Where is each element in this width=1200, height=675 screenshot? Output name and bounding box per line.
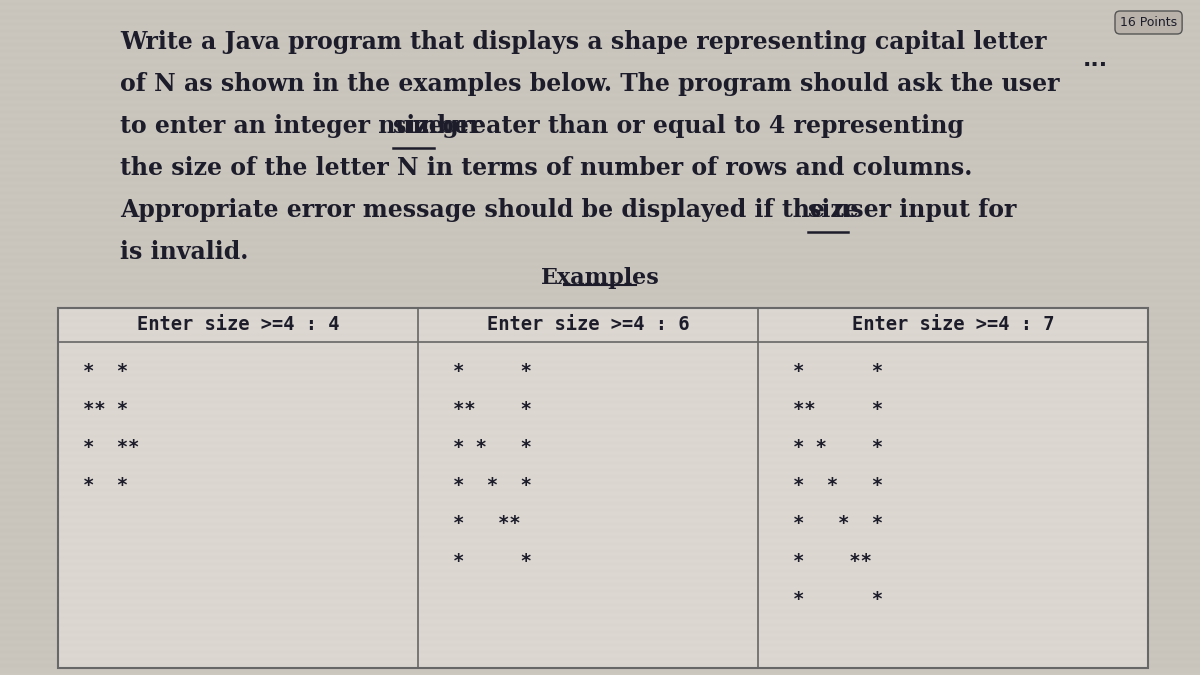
Text: greater than or equal to 4 representing: greater than or equal to 4 representing	[433, 114, 964, 138]
Text: *     *: * *	[454, 552, 532, 571]
Text: of N as shown in the examples below. The program should ask the user: of N as shown in the examples below. The…	[120, 72, 1060, 96]
Text: Examples: Examples	[541, 267, 659, 289]
Text: Enter size >=4 : 6: Enter size >=4 : 6	[487, 315, 689, 335]
Text: to enter an integer number: to enter an integer number	[120, 114, 490, 138]
Text: * *    *: * * *	[793, 438, 883, 457]
Text: *  *: * *	[83, 362, 128, 381]
Text: *   **: * **	[454, 514, 521, 533]
Text: *  *  *: * * *	[454, 476, 532, 495]
Text: ...: ...	[1082, 50, 1108, 70]
Text: ** *: ** *	[83, 400, 128, 419]
Text: the size of the letter N in terms of number of rows and columns.: the size of the letter N in terms of num…	[120, 156, 972, 180]
Text: *  **: * **	[83, 438, 139, 457]
Text: is invalid.: is invalid.	[120, 240, 248, 264]
Text: *      *: * *	[793, 590, 883, 609]
Text: *    **: * **	[793, 552, 871, 571]
Text: Enter size >=4 : 7: Enter size >=4 : 7	[852, 315, 1055, 335]
Text: **     *: ** *	[793, 400, 883, 419]
FancyBboxPatch shape	[58, 308, 1148, 668]
Text: *  *   *: * * *	[793, 476, 883, 495]
Text: 16 Points: 16 Points	[1120, 16, 1177, 29]
Text: size: size	[394, 114, 444, 138]
Text: size: size	[808, 198, 858, 222]
Text: *   *  *: * * *	[793, 514, 883, 533]
Text: *     *: * *	[454, 362, 532, 381]
Text: Write a Java program that displays a shape representing capital letter: Write a Java program that displays a sha…	[120, 30, 1046, 54]
Text: *      *: * *	[793, 362, 883, 381]
Text: **    *: ** *	[454, 400, 532, 419]
Text: * *   *: * * *	[454, 438, 532, 457]
Text: Enter size >=4 : 4: Enter size >=4 : 4	[137, 315, 340, 335]
Text: *  *: * *	[83, 476, 128, 495]
Text: Appropriate error message should be displayed if the user input for: Appropriate error message should be disp…	[120, 198, 1025, 222]
